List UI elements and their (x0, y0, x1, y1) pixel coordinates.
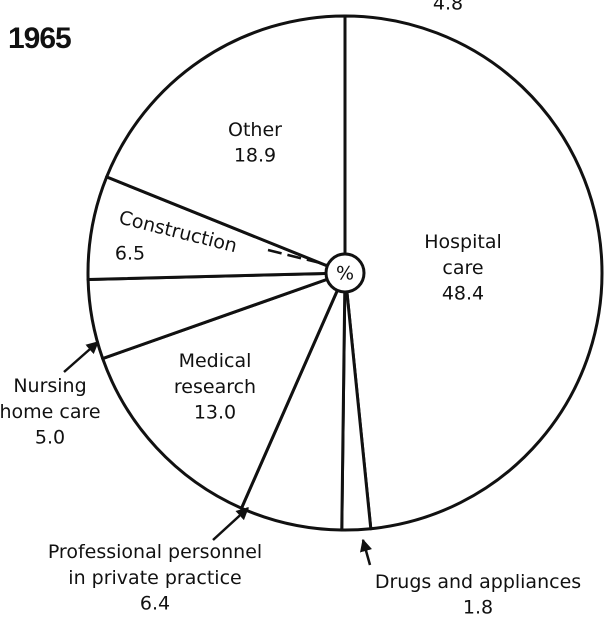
leader-line (267, 248, 329, 267)
center-circle (324, 252, 366, 294)
slice-label: Nursing home care (0, 375, 101, 423)
value-label: 6.4 (140, 593, 170, 615)
arrow (63, 341, 99, 373)
slice-label: Drugs and appliances (375, 571, 581, 593)
arrow (212, 507, 249, 541)
slice-label: Medical research (174, 350, 256, 398)
arrow (360, 538, 373, 566)
slice-label: Other (228, 119, 282, 141)
slice (105, 14, 347, 275)
value-label: 1.8 (463, 597, 493, 619)
slice-label: Hospital care (424, 231, 502, 279)
chart-title: 1965 (8, 22, 71, 55)
annotation: 4.8 (433, 0, 463, 15)
value-label: 13.0 (194, 402, 236, 424)
value-label: 6.5 (115, 243, 145, 265)
slice (101, 271, 347, 510)
slice-label: Professional personnel in private practic… (48, 541, 262, 589)
center-label: % (336, 263, 354, 285)
value-label: 48.4 (442, 283, 484, 305)
value-label: 5.0 (35, 427, 65, 449)
value-label: 18.9 (234, 145, 276, 167)
slice (343, 14, 604, 531)
